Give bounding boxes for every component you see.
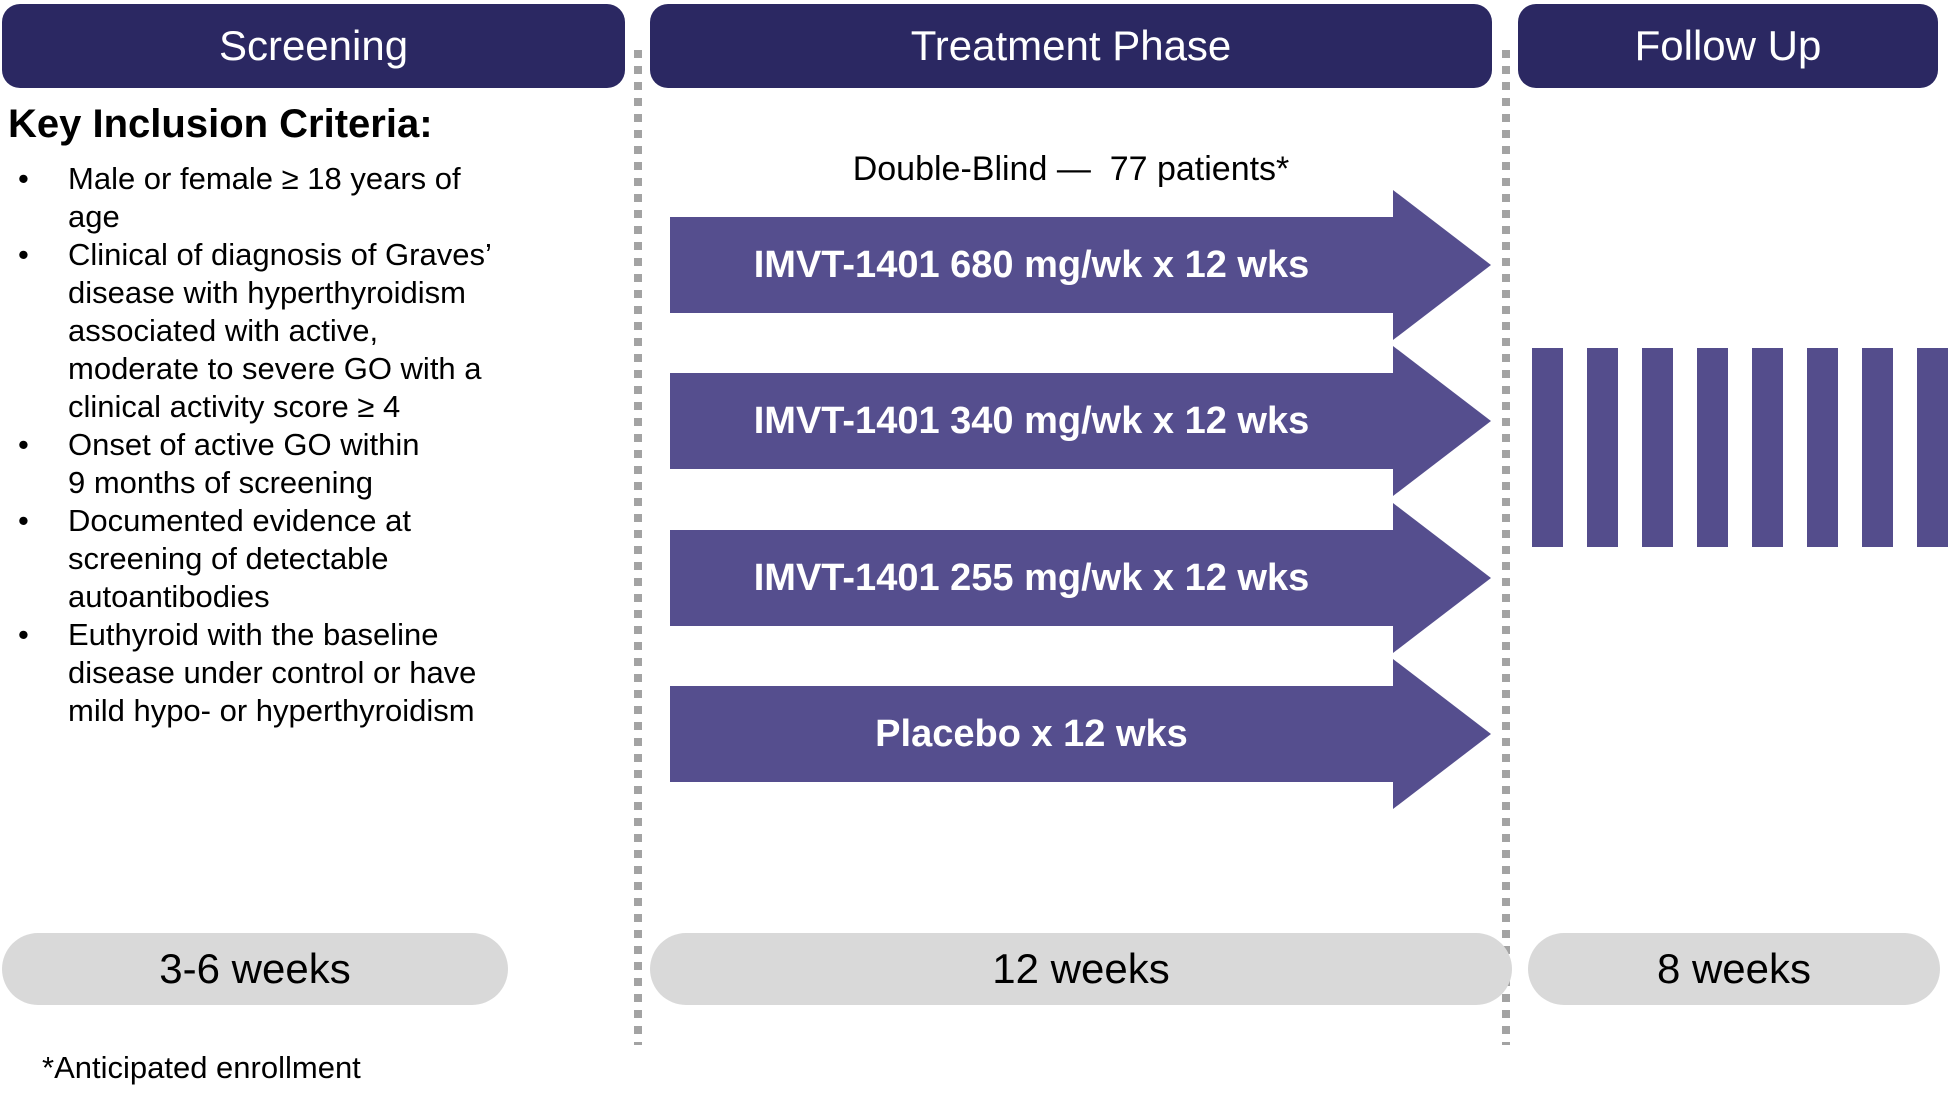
- treatment-arm-label: Placebo x 12 wks: [670, 686, 1393, 782]
- treatment-arm-arrow: IMVT-1401 680 mg/wk x 12 wks: [670, 190, 1491, 340]
- phase-divider-right: [1502, 50, 1510, 1045]
- treatment-phase-title: Treatment Phase: [910, 22, 1232, 69]
- treatment-arm-label: IMVT-1401 680 mg/wk x 12 wks: [670, 217, 1393, 313]
- list-item: • Clinical of diagnosis of Graves’ disea…: [8, 236, 628, 426]
- screening-duration-text: 3-6 weeks: [159, 945, 351, 992]
- arrow-right-icon: [1393, 190, 1491, 340]
- followup-visit-bar-icon: [1532, 348, 1563, 547]
- inclusion-criterion-text: Male or female ≥ 18 years of age: [68, 161, 461, 234]
- double-blind-caption: Double-Blind — 77 patients*: [852, 150, 1290, 188]
- followup-visit-bar-icon: [1862, 348, 1893, 547]
- list-item: • Male or female ≥ 18 years of age: [8, 160, 628, 236]
- arrow-right-icon: [1393, 346, 1491, 496]
- treatment-arm-label: IMVT-1401 255 mg/wk x 12 wks: [670, 530, 1393, 626]
- bullet-icon: •: [18, 427, 29, 462]
- followup-visit-bar-icon: [1642, 348, 1673, 547]
- list-item: • Euthyroid with the baseline disease un…: [8, 616, 628, 730]
- followup-visit-bars: [1532, 348, 1948, 547]
- inclusion-criterion-text: Clinical of diagnosis of Graves’ disease…: [68, 237, 492, 424]
- followup-visit-bar-icon: [1587, 348, 1618, 547]
- arrow-right-icon: [1393, 659, 1491, 809]
- inclusion-criterion-text: Onset of active GO within 9 months of sc…: [68, 427, 420, 500]
- followup-phase-header: Follow Up: [1518, 4, 1938, 88]
- screening-duration-pill: 3-6 weeks: [2, 933, 508, 1005]
- inclusion-criterion-text: Documented evidence at screening of dete…: [68, 503, 411, 614]
- followup-visit-bar-icon: [1752, 348, 1783, 547]
- list-item: • Documented evidence at screening of de…: [8, 502, 628, 616]
- followup-visit-bar-icon: [1807, 348, 1838, 547]
- followup-duration-pill: 8 weeks: [1528, 933, 1940, 1005]
- treatment-phase-header: Treatment Phase: [650, 4, 1492, 88]
- screening-phase-header: Screening: [2, 4, 625, 88]
- inclusion-criteria-heading: Key Inclusion Criteria:: [8, 102, 433, 146]
- bullet-icon: •: [18, 161, 29, 196]
- bullet-icon: •: [18, 237, 29, 272]
- inclusion-criterion-text: Euthyroid with the baseline disease unde…: [68, 617, 477, 728]
- followup-duration-text: 8 weeks: [1656, 945, 1812, 992]
- treatment-arm-arrow: Placebo x 12 wks: [670, 659, 1491, 809]
- followup-visit-bar-icon: [1917, 348, 1948, 547]
- inclusion-criteria-panel: Key Inclusion Criteria: • Male or female…: [8, 100, 628, 730]
- list-item: • Onset of active GO within 9 months of …: [8, 426, 628, 502]
- bullet-icon: •: [18, 617, 29, 652]
- treatment-duration-text: 12 weeks: [992, 945, 1170, 992]
- bullet-icon: •: [18, 503, 29, 538]
- treatment-duration-pill: 12 weeks: [650, 933, 1512, 1005]
- treatment-arm-label: IMVT-1401 340 mg/wk x 12 wks: [670, 373, 1393, 469]
- footnote: *Anticipated enrollment: [42, 1050, 361, 1085]
- treatment-arm-arrow: IMVT-1401 340 mg/wk x 12 wks: [670, 346, 1491, 496]
- followup-phase-title: Follow Up: [1634, 22, 1822, 69]
- phase-divider-left: [634, 50, 642, 1045]
- arrow-right-icon: [1393, 503, 1491, 653]
- treatment-arm-arrow: IMVT-1401 255 mg/wk x 12 wks: [670, 503, 1491, 653]
- followup-visit-bar-icon: [1697, 348, 1728, 547]
- screening-phase-title: Screening: [218, 22, 409, 69]
